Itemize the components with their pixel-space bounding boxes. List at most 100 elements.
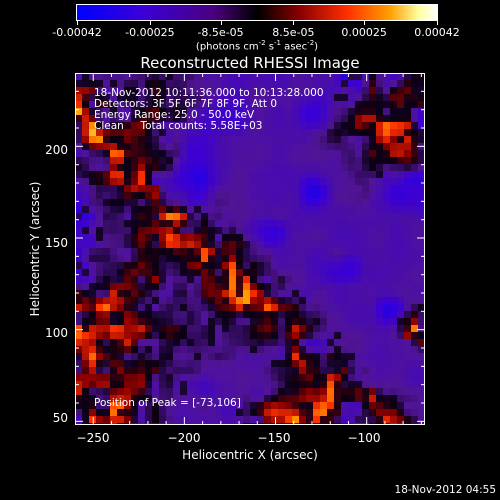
- heatmap-cell: [201, 388, 208, 395]
- heatmap-cell: [117, 318, 124, 325]
- heatmap-cell: [299, 171, 306, 178]
- heatmap-cell: [327, 339, 334, 346]
- heatmap-cell: [264, 360, 271, 367]
- heatmap-cell: [110, 87, 117, 94]
- heatmap-cell: [103, 262, 110, 269]
- heatmap-cell: [96, 150, 103, 157]
- heatmap-cell: [299, 297, 306, 304]
- heatmap-cell: [376, 318, 383, 325]
- heatmap-cell: [362, 255, 369, 262]
- heatmap-cell: [89, 262, 96, 269]
- heatmap-cell: [404, 220, 411, 227]
- heatmap-cell: [376, 73, 383, 80]
- heatmap-cell: [82, 178, 89, 185]
- heatmap-cell: [397, 255, 404, 262]
- heatmap-cell: [173, 206, 180, 213]
- heatmap-cell: [180, 101, 187, 108]
- heatmap-cell: [306, 108, 313, 115]
- heatmap-cell: [411, 283, 418, 290]
- heatmap-cell: [271, 220, 278, 227]
- heatmap-cell: [341, 262, 348, 269]
- heatmap-cell: [411, 346, 418, 353]
- heatmap-cell: [264, 367, 271, 374]
- heatmap-cell: [201, 248, 208, 255]
- heatmap-cell: [110, 199, 117, 206]
- heatmap-cell: [348, 199, 355, 206]
- heatmap-cell: [187, 346, 194, 353]
- heatmap-cell: [124, 318, 131, 325]
- heatmap-cell: [313, 297, 320, 304]
- heatmap-cell: [390, 311, 397, 318]
- heatmap-cell: [166, 220, 173, 227]
- heatmap-cell: [103, 80, 110, 87]
- heatmap-cell: [404, 241, 411, 248]
- heatmap-cell: [341, 381, 348, 388]
- heatmap-cell: [390, 178, 397, 185]
- heatmap-cell: [124, 171, 131, 178]
- heatmap-cell: [138, 395, 145, 402]
- heatmap-cell: [75, 220, 82, 227]
- heatmap-cell: [390, 339, 397, 346]
- heatmap-cell: [334, 185, 341, 192]
- heatmap-cell: [299, 136, 306, 143]
- heatmap-cell: [369, 283, 376, 290]
- heatmap-cell: [418, 304, 425, 311]
- heatmap-cell: [320, 262, 327, 269]
- heatmap-cell: [166, 374, 173, 381]
- heatmap-cell: [299, 80, 306, 87]
- heatmap-cell: [390, 374, 397, 381]
- heatmap-cell: [103, 360, 110, 367]
- heatmap-cell: [187, 360, 194, 367]
- heatmap-cell: [278, 402, 285, 409]
- heatmap-cell: [257, 143, 264, 150]
- heatmap-cell: [299, 283, 306, 290]
- heatmap-cell: [306, 367, 313, 374]
- heatmap-cell: [103, 157, 110, 164]
- heatmap-cell: [159, 87, 166, 94]
- heatmap-cell: [292, 402, 299, 409]
- heatmap-cell: [355, 157, 362, 164]
- heatmap-cell: [82, 122, 89, 129]
- heatmap-cell: [194, 171, 201, 178]
- heatmap-cell: [82, 164, 89, 171]
- heatmap-cell: [264, 80, 271, 87]
- heatmap-cell: [292, 178, 299, 185]
- heatmap-cell: [376, 185, 383, 192]
- heatmap-cell: [103, 185, 110, 192]
- heatmap-cell: [257, 80, 264, 87]
- heatmap-cell: [278, 297, 285, 304]
- heatmap-cell: [334, 374, 341, 381]
- heatmap-cell: [201, 122, 208, 129]
- heatmap-cell: [208, 136, 215, 143]
- heatmap-cell: [348, 80, 355, 87]
- heatmap-cell: [138, 150, 145, 157]
- heatmap-cell: [299, 150, 306, 157]
- heatmap-cell: [166, 199, 173, 206]
- heatmap-cell: [187, 269, 194, 276]
- heatmap-cell: [75, 171, 82, 178]
- heatmap-cell: [236, 136, 243, 143]
- heatmap-cell: [264, 332, 271, 339]
- heatmap-cell: [348, 304, 355, 311]
- heatmap-cell: [82, 143, 89, 150]
- heatmap-cell: [355, 220, 362, 227]
- heatmap-cell: [138, 374, 145, 381]
- heatmap-cell: [96, 311, 103, 318]
- heatmap-cell: [110, 304, 117, 311]
- heatmap-cell: [124, 248, 131, 255]
- heatmap-cell: [229, 332, 236, 339]
- heatmap-cell: [257, 115, 264, 122]
- heatmap-cell: [117, 248, 124, 255]
- heatmap-cell: [145, 73, 152, 80]
- heatmap-cell: [159, 178, 166, 185]
- heatmap-cell: [194, 129, 201, 136]
- heatmap-cell: [201, 318, 208, 325]
- heatmap-cell: [250, 101, 257, 108]
- heatmap-cell: [418, 80, 425, 87]
- heatmap-cell: [341, 297, 348, 304]
- heatmap-cell: [271, 115, 278, 122]
- heatmap-cell: [187, 255, 194, 262]
- heatmap-cell: [362, 206, 369, 213]
- heatmap-cell: [383, 136, 390, 143]
- heatmap-cell: [124, 395, 131, 402]
